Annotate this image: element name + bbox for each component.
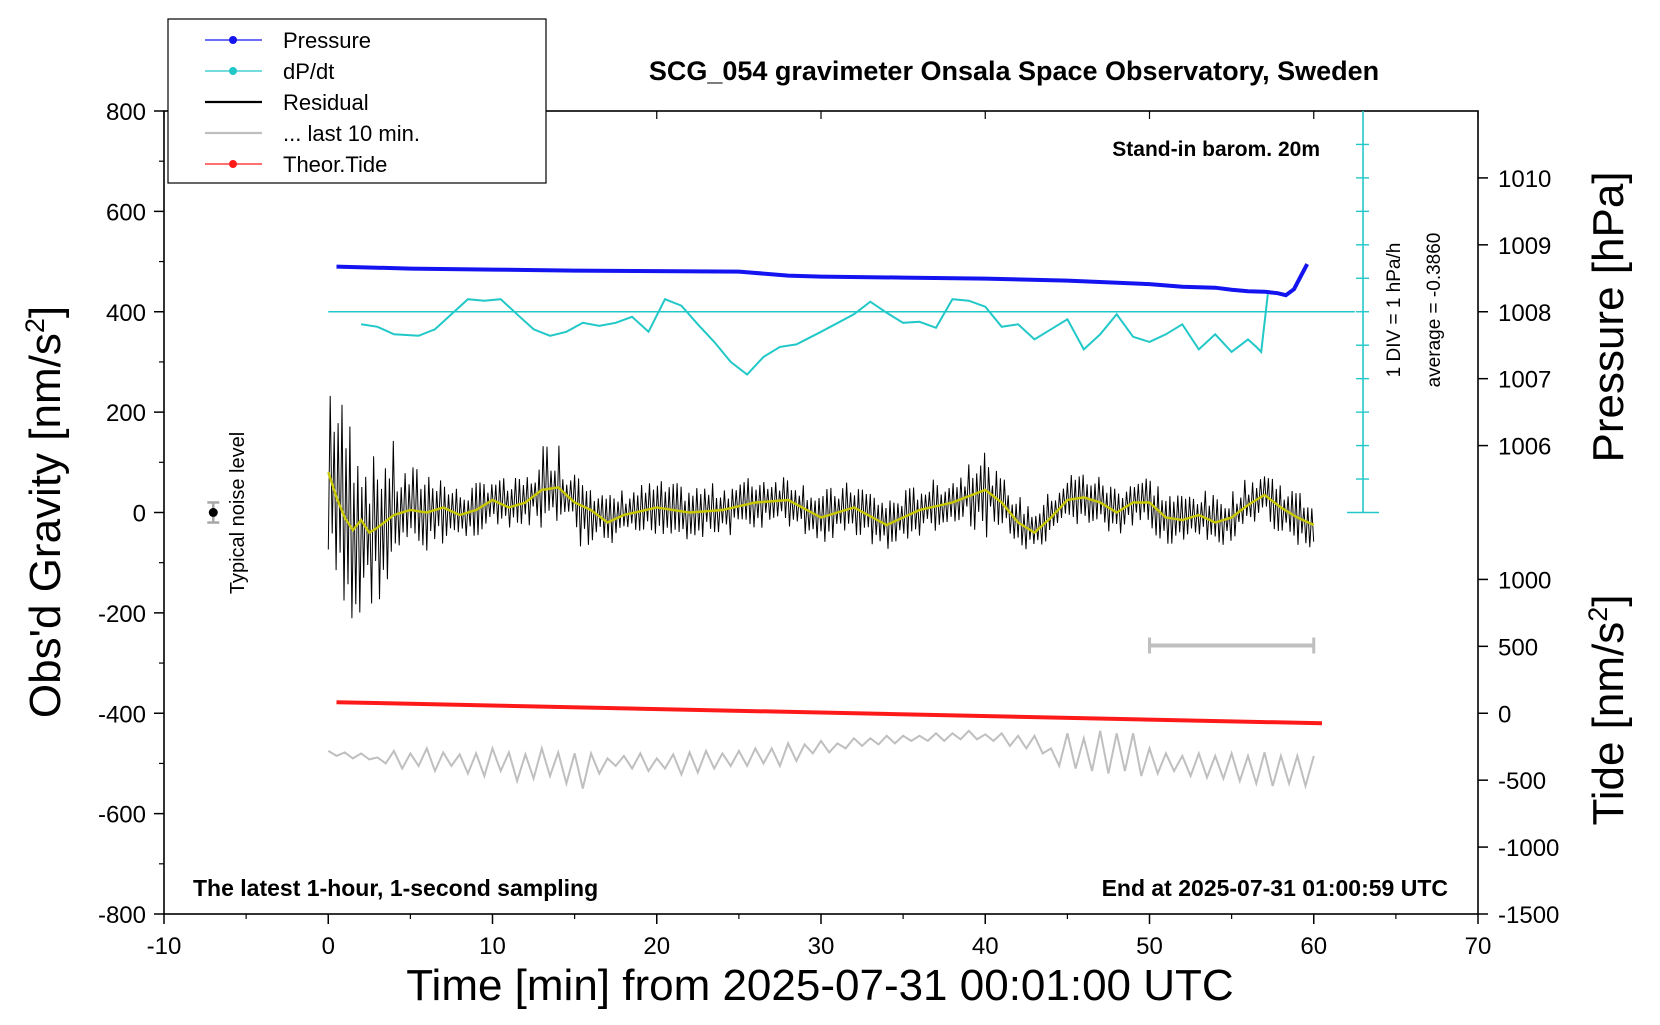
- legend-label: Theor.Tide: [283, 152, 387, 177]
- series-line-residual: [327, 395, 1315, 619]
- x-tick-label: 70: [1465, 933, 1492, 960]
- noise-point: [208, 508, 218, 517]
- barometer-note: Stand-in barom. 20m: [1112, 138, 1320, 161]
- axis-ticks: [154, 110, 1488, 924]
- series-line-last-10-min: [327, 729, 1315, 790]
- y-tick-label: 0: [133, 501, 146, 528]
- legend-swatch-dot: [229, 160, 237, 168]
- tide-tick-label: 0: [1498, 701, 1511, 728]
- noise-label: Typical noise level: [227, 432, 249, 594]
- legend-label: dP/dt: [283, 59, 334, 84]
- series-layer: [207, 111, 1380, 790]
- x-axis-title: Time [min] from 2025-07-31 00:01:00 UTC: [406, 961, 1233, 1010]
- series-line-dpdt: [360, 294, 1269, 376]
- pressure-tick-label: 1008: [1498, 300, 1551, 327]
- y-axis-title-tide: Tide [nm/s2]: [1583, 594, 1633, 825]
- legend-entries: Pressure dP/dt Residual ... last 10 min. The…: [205, 28, 420, 177]
- legend-label: ... last 10 min.: [283, 121, 420, 146]
- x-tick-label: 30: [808, 933, 835, 960]
- x-tick-label: 20: [643, 933, 670, 960]
- tick-labels: -10 0 10 20 30 40 50 60 70 -800 -600 -400 -200 0 200 40…: [98, 99, 1559, 960]
- y-tick-label: 200: [106, 400, 146, 427]
- bottom-right-note: End at 2025-07-31 01:00:59 UTC: [1102, 875, 1448, 901]
- chart-title: SCG_054 gravimeter Onsala Space Observat…: [649, 56, 1379, 86]
- y-tick-label: 800: [106, 99, 146, 126]
- x-tick-label: 40: [972, 933, 999, 960]
- tide-tick-label: 500: [1498, 634, 1538, 661]
- div-label: 1 DIV = 1 hPa/h: [1384, 243, 1405, 378]
- legend: Pressure dP/dt Residual ... last 10 min. The…: [167, 18, 547, 184]
- y-axis-title-gravity: Obs'd Gravity [nm/s2]: [20, 306, 70, 718]
- series-line-pressure: [336, 263, 1309, 298]
- legend-label: Pressure: [283, 28, 371, 53]
- pressure-tick-label: 1010: [1498, 166, 1551, 193]
- bottom-left-note: The latest 1-hour, 1-second sampling: [193, 875, 598, 901]
- pressure-tick-label: 1009: [1498, 233, 1551, 260]
- legend-swatch-dot: [229, 36, 237, 44]
- pressure-tick-label: 1007: [1498, 367, 1551, 394]
- y-axis-title-pressure: Pressure [hPa]: [1584, 171, 1633, 462]
- x-tick-label: 50: [1136, 933, 1163, 960]
- y-tick-label: -400: [98, 701, 146, 728]
- tide-tick-label: -1000: [1498, 835, 1559, 862]
- average-label: average = -0.3860: [1424, 233, 1445, 388]
- x-tick-label: 0: [322, 933, 335, 960]
- y-tick-label: 400: [106, 300, 146, 327]
- x-tick-label: -10: [147, 933, 182, 960]
- pressure-tick-label: 1006: [1498, 434, 1551, 461]
- y-tick-label: -200: [98, 601, 146, 628]
- y-tick-label: -600: [98, 802, 146, 829]
- x-tick-label: 60: [1300, 933, 1327, 960]
- series-line-residual-smoothed: [327, 471, 1315, 535]
- y-tick-label: 600: [106, 199, 146, 226]
- legend-swatch-dot: [229, 67, 237, 75]
- tide-tick-label: -1500: [1498, 902, 1559, 929]
- series-line-theor-tide: [336, 700, 1323, 726]
- legend-label: Residual: [283, 90, 369, 115]
- tide-tick-label: 1000: [1498, 567, 1551, 594]
- y-tick-label: -800: [98, 902, 146, 929]
- tide-tick-label: -500: [1498, 768, 1546, 795]
- x-tick-label: 10: [479, 933, 506, 960]
